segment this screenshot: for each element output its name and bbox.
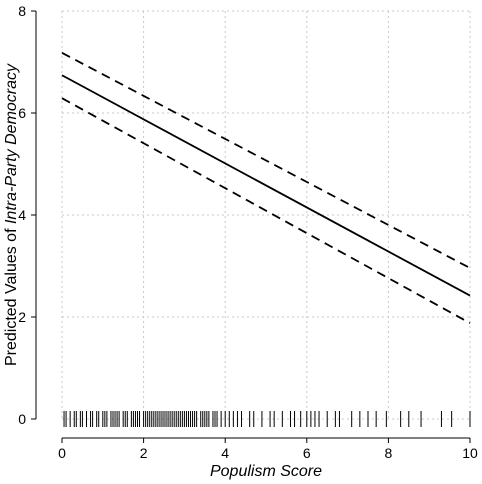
x-tick-labels: 0 2 4 6 8 10 bbox=[58, 445, 478, 461]
y-tick-label: 8 bbox=[18, 3, 26, 19]
y-tick-labels: 0 2 4 6 8 bbox=[18, 3, 26, 427]
chart-axes bbox=[31, 10, 471, 443]
y-tick-label: 6 bbox=[18, 105, 26, 121]
x-tick-label: 6 bbox=[303, 445, 311, 461]
rug-marks bbox=[63, 411, 471, 427]
x-tick-label: 8 bbox=[385, 445, 393, 461]
chart-grid bbox=[61, 10, 471, 420]
x-tick-label: 10 bbox=[462, 445, 478, 461]
x-tick-label: 0 bbox=[58, 445, 66, 461]
x-tick-label: 2 bbox=[140, 445, 148, 461]
y-axis-label-prefix: Predicted Values of bbox=[3, 224, 20, 366]
y-axis-label: Predicted Values of Intra-Party Democrac… bbox=[3, 63, 20, 366]
x-axis-label: Populism Score bbox=[210, 463, 322, 480]
fit-line bbox=[61, 74, 471, 297]
y-tick-label: 4 bbox=[18, 207, 26, 223]
ci-upper-line bbox=[61, 52, 471, 269]
ci-lower-line bbox=[61, 97, 471, 324]
y-tick-label: 0 bbox=[18, 411, 26, 427]
series-lines bbox=[61, 52, 471, 324]
y-axis-label-emph: Intra-Party Democracy bbox=[3, 63, 20, 224]
x-tick-label: 4 bbox=[221, 445, 229, 461]
y-tick-label: 2 bbox=[18, 309, 26, 325]
